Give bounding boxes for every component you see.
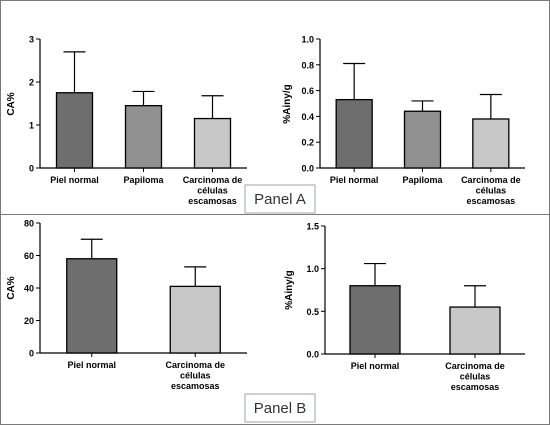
x-tick-label: Piel normal [67, 360, 116, 370]
x-tick-label: Carcinoma de [461, 175, 521, 185]
x-tick-label: Papiloma [402, 175, 443, 185]
x-tick-label: Piel normal [351, 361, 400, 371]
bar [55, 92, 94, 169]
y-axis-title: CA% [6, 276, 17, 299]
x-tick-label: escamosas [188, 196, 237, 206]
y-tick-label: 0 [29, 164, 34, 174]
bar [403, 110, 442, 169]
y-axis-title: %Ainy/g [282, 84, 293, 123]
y-tick-label: 0.5 [306, 307, 319, 317]
x-tick-label: células [476, 186, 507, 196]
panel-a-label-frame [244, 184, 316, 214]
bar [66, 258, 118, 354]
chart-1: 0 1 2 3 CA% Piel normal Papiloma Carcinoma decé… [6, 35, 247, 206]
panel-b-label-box: Panel B [244, 393, 316, 423]
y-tick-label: 1 [29, 121, 34, 131]
bar [449, 306, 501, 355]
y-tick-label: 20 [24, 316, 34, 326]
y-tick-label: 1.0 [301, 35, 314, 45]
panel-b-label-frame [244, 393, 316, 423]
y-tick-label: 3 [29, 35, 34, 45]
y-tick-label: 80 [24, 219, 34, 229]
x-tick-label: escamosas [467, 196, 516, 206]
x-tick-label: células [197, 186, 228, 196]
y-tick-label: 0.0 [306, 350, 319, 360]
bar [193, 117, 232, 169]
x-tick-label: Piel normal [50, 175, 99, 185]
y-tick-label: 0.2 [301, 138, 314, 148]
x-tick-label: escamosas [451, 382, 500, 392]
y-tick-label: 60 [24, 251, 34, 261]
x-tick-label: Carcinoma de [445, 361, 505, 371]
x-tick-label: Piel normal [330, 175, 379, 185]
bar [124, 105, 163, 169]
y-tick-label: 1.5 [306, 222, 319, 232]
panel-a-label-box: Panel A [244, 184, 316, 214]
panel-a-label: Panel A [254, 191, 306, 208]
chart-3: 0 20 40 60 80 CA% Piel normal Carcinoma decélul… [6, 219, 247, 391]
x-tick-label: escamosas [171, 381, 220, 391]
y-tick-label: 0.8 [301, 60, 314, 70]
bar [349, 285, 401, 355]
y-axis-title: %Ainy/g [284, 270, 295, 309]
x-tick-label: Carcinoma de [183, 175, 243, 185]
y-tick-label: 0.4 [301, 112, 314, 122]
chart-4: 0.0 0.5 1.0 1.5 %Ainy/g Piel normal Carcinoma … [284, 222, 525, 392]
bar [472, 118, 510, 169]
x-tick-label: Papiloma [123, 175, 164, 185]
x-tick-label: células [460, 372, 491, 382]
bar [335, 98, 373, 169]
y-axis-title: CA% [6, 92, 17, 115]
bar [169, 285, 221, 354]
y-tick-label: 0 [29, 349, 34, 359]
y-tick-label: 2 [29, 78, 34, 88]
y-tick-label: 1.0 [306, 264, 319, 274]
y-tick-label: 40 [24, 284, 34, 294]
x-tick-label: células [180, 371, 211, 381]
chart-2: 0.0 0.2 0.4 0.6 0.8 1.0 %Ainy/g Piel normal Papi… [282, 35, 525, 206]
y-tick-label: 0.0 [301, 164, 314, 174]
x-tick-label: Carcinoma de [165, 360, 225, 370]
panel-b-label: Panel B [254, 400, 307, 417]
y-tick-label: 0.6 [301, 86, 314, 96]
